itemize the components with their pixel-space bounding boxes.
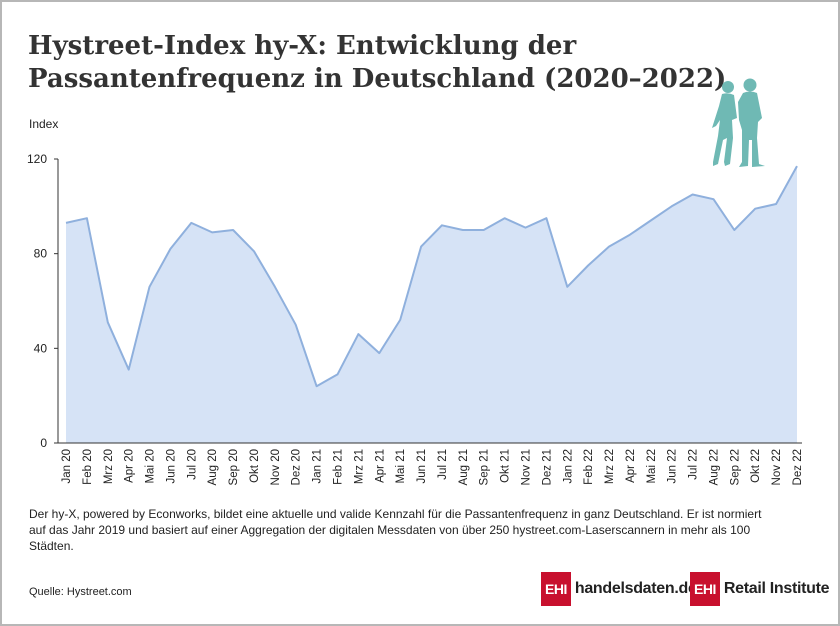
y-tick-label: 80 — [34, 247, 48, 261]
x-tick-label: Mrz 22 — [604, 449, 616, 484]
x-tick-label: Aug 21 — [458, 449, 470, 485]
chart-note: Der hy-X, powered by Econworks, bildet e… — [29, 507, 762, 553]
x-tick-label: Sep 21 — [479, 449, 491, 485]
x-tick-label: Jul 22 — [688, 449, 700, 480]
x-tick-label: Dez 22 — [792, 449, 804, 485]
area-fill — [66, 166, 797, 443]
handelsdaten-logo-text: handelsdaten.de — [574, 580, 697, 597]
x-tick-label: Aug 20 — [207, 449, 219, 485]
x-tick-label: Dez 21 — [541, 449, 553, 485]
source-label: Quelle: Hystreet.com — [29, 586, 132, 598]
x-tick-label: Nov 21 — [521, 449, 533, 485]
handelsdaten-logo[interactable]: EHI handelsdaten.de — [541, 572, 697, 606]
x-tick-label: Feb 22 — [583, 449, 595, 485]
x-tick-label: Jul 20 — [186, 449, 198, 480]
x-tick-label: Jun 21 — [416, 449, 428, 484]
x-tick-label: Feb 21 — [333, 449, 345, 485]
x-tick-label: Nov 20 — [270, 449, 282, 485]
y-tick-label: 40 — [34, 341, 48, 355]
x-tick-label: Jan 22 — [562, 449, 574, 484]
x-tick-label: Jun 20 — [165, 449, 177, 484]
ehi-logo-mark: EHI — [690, 572, 720, 606]
series-line — [65, 165, 798, 388]
walking-people-icon — [712, 78, 765, 167]
area-chart: 0 40 80 120 Jan 20 Feb 20 Mrz 20 Apr 20 Mai 20 Ju… — [27, 152, 804, 485]
y-axis-label: Index — [29, 117, 59, 131]
x-tick-label: Dez 20 — [291, 449, 303, 485]
ehi-logo-mark: EHI — [541, 572, 571, 606]
x-tick-label: Mrz 20 — [103, 449, 115, 484]
x-tick-label: Okt 22 — [750, 449, 762, 483]
x-tick-label: Okt 21 — [500, 449, 512, 483]
x-tick-label: Mai 22 — [646, 449, 658, 484]
ehi-retail-institute-logo-text: Retail Institute — [723, 580, 830, 597]
x-tick-label: Apr 22 — [625, 449, 637, 483]
x-tick-label: Apr 20 — [124, 449, 136, 483]
x-tick-label: Apr 21 — [374, 449, 386, 483]
chart-title: Hystreet-Index hy-X: Entwicklung der Pas… — [28, 31, 727, 94]
x-tick-label: Mai 21 — [395, 449, 407, 484]
x-tick-label: Jan 20 — [61, 449, 73, 484]
x-tick-label: Feb 20 — [82, 449, 94, 485]
x-tick-label: Nov 22 — [771, 449, 783, 485]
x-tick-label: Okt 20 — [249, 449, 261, 483]
x-tick-label: Jan 21 — [312, 449, 324, 484]
ehi-retail-institute-logo[interactable]: EHI Retail Institute — [690, 572, 830, 606]
x-tick-label: Aug 22 — [709, 449, 721, 485]
x-tick-label: Sep 22 — [729, 449, 741, 485]
x-tick-label: Sep 20 — [228, 449, 240, 485]
x-tick-label: Jun 22 — [667, 449, 679, 484]
x-tick-label: Jul 21 — [437, 449, 449, 480]
y-tick-label: 0 — [40, 436, 47, 450]
y-tick-label: 120 — [27, 152, 47, 166]
x-tick-label: Mai 20 — [145, 449, 157, 484]
x-tick-label: Mrz 21 — [353, 449, 365, 484]
